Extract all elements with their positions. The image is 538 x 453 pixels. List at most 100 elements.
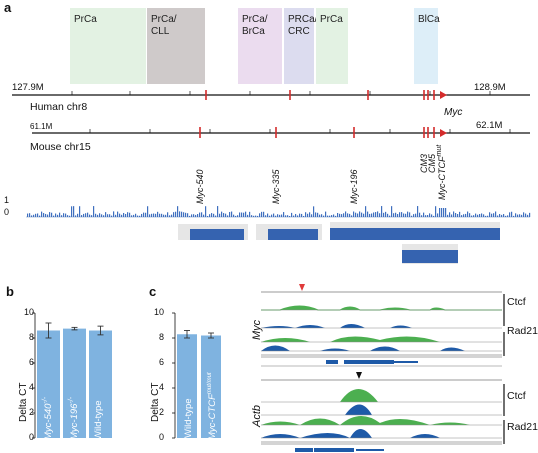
myc-rad21-ko-track — [261, 336, 502, 342]
conservation-bar — [265, 215, 267, 217]
conservation-bar — [397, 214, 399, 217]
conservation-bar — [249, 211, 251, 217]
conservation-bar — [97, 214, 99, 217]
mouse-chr-label: Mouse chr15 — [30, 141, 91, 153]
chart-c-bar-label-0: Wild-type — [183, 398, 194, 438]
conservation-bar — [243, 212, 245, 217]
conservation-bar — [107, 214, 109, 217]
conservation-bar — [351, 215, 353, 217]
conservation-bar — [225, 213, 227, 217]
conservation-bar — [289, 215, 291, 217]
conservation-bar — [31, 215, 33, 217]
panel-label-a: a — [4, 0, 12, 15]
conservation-bar — [47, 214, 49, 217]
conservation-bar — [435, 206, 437, 217]
conservation-bar — [151, 213, 153, 217]
conservation-bar — [299, 213, 301, 217]
conservation-bar — [51, 212, 53, 217]
conservation-bar — [505, 215, 507, 217]
conservation-bar — [77, 213, 79, 217]
conservation-bar — [445, 208, 447, 217]
conservation-bar — [337, 212, 339, 217]
conservation-bar — [379, 213, 381, 217]
conservation-bar — [449, 212, 451, 217]
risk-region-prca-1: PrCa — [70, 8, 146, 84]
conservation-bar — [319, 214, 321, 217]
conservation-bar — [455, 213, 457, 217]
conservation-bar — [325, 211, 327, 217]
conservation-bar — [371, 213, 373, 217]
conservation-bar — [343, 213, 345, 217]
conservation-bar — [85, 213, 87, 217]
conservation-bar — [69, 215, 71, 217]
conservation-bar — [79, 206, 81, 217]
chart-b-tick-10: 10 — [23, 307, 34, 317]
conservation-bar — [331, 215, 333, 217]
conservation-bar — [465, 213, 467, 217]
conservation-bar — [377, 211, 379, 217]
conservation-bar — [471, 215, 473, 217]
conservation-bar — [415, 213, 417, 217]
conservation-bar — [519, 214, 521, 217]
conservation-bar — [443, 208, 445, 217]
conservation-bar — [211, 213, 213, 217]
conservation-bar — [81, 215, 83, 217]
risk-region-prca-brca: PrCa/ BrCa — [238, 8, 282, 84]
conservation-bar — [127, 212, 129, 217]
chip-myc-ctcf-label: Ctcf — [507, 296, 526, 308]
conservation-bar — [147, 206, 149, 217]
conservation-bar — [119, 213, 121, 217]
chart-c-svg — [172, 312, 221, 439]
conservation-bar — [125, 213, 127, 217]
conservation-bar — [529, 212, 531, 217]
chart-b-bar-label-2: Wild-type — [93, 400, 104, 440]
actb-ctcf-wt-track — [261, 404, 502, 415]
conservation-bar — [229, 212, 231, 217]
conservation-bar — [485, 215, 487, 217]
conservation-bar — [63, 213, 65, 217]
mouse-end-coordinate: 62.1M — [476, 120, 503, 131]
conservation-bar — [409, 212, 411, 217]
conservation-bar — [419, 212, 421, 217]
conservation-bar — [193, 214, 195, 217]
conservation-bar — [297, 215, 299, 217]
conservation-bar — [441, 208, 443, 217]
human-ticks — [71, 91, 491, 95]
actb-rad21-wt-track — [261, 429, 502, 438]
conservation-bar — [139, 215, 141, 217]
conservation-bar — [255, 215, 257, 217]
conservation-bar — [477, 214, 479, 217]
conservation-bar — [499, 213, 501, 217]
conservation-bar — [295, 213, 297, 217]
conservation-bar — [349, 213, 351, 217]
conservation-bar — [347, 213, 349, 217]
conservation-bar — [493, 213, 495, 217]
conservation-bar — [341, 214, 343, 217]
conservation-bar — [357, 213, 359, 217]
conservation-bar — [215, 215, 217, 217]
conservation-bar — [111, 215, 113, 217]
conservation-bar — [129, 212, 131, 217]
chart-c-tick-6: 6 — [158, 357, 164, 367]
panel-label-c: c — [149, 284, 157, 299]
conservation-bar — [49, 212, 51, 217]
myc-ctcf-site-marker — [299, 284, 305, 291]
element-label-myc-335: Myc-335 — [271, 169, 281, 204]
conservation-bar — [457, 214, 459, 217]
conservation-bar — [263, 211, 265, 217]
conservation-bar — [525, 213, 527, 217]
conservation-bar — [57, 214, 59, 217]
conservation-bar — [121, 214, 123, 217]
conservation-bar — [35, 213, 37, 217]
myc-gene-model — [326, 360, 418, 364]
conservation-bar — [115, 214, 117, 217]
chart-c-tick-4: 4 — [158, 382, 164, 392]
chart-c-tick-2: 2 — [158, 407, 164, 417]
conservation-bar — [483, 214, 485, 217]
conservation-bar — [55, 213, 57, 217]
conservation-bar — [283, 212, 285, 217]
track-scale-bottom: 0 — [4, 207, 10, 217]
conservation-bar — [277, 214, 279, 217]
conservation-bar — [369, 213, 371, 217]
conservation-bar — [453, 211, 455, 217]
